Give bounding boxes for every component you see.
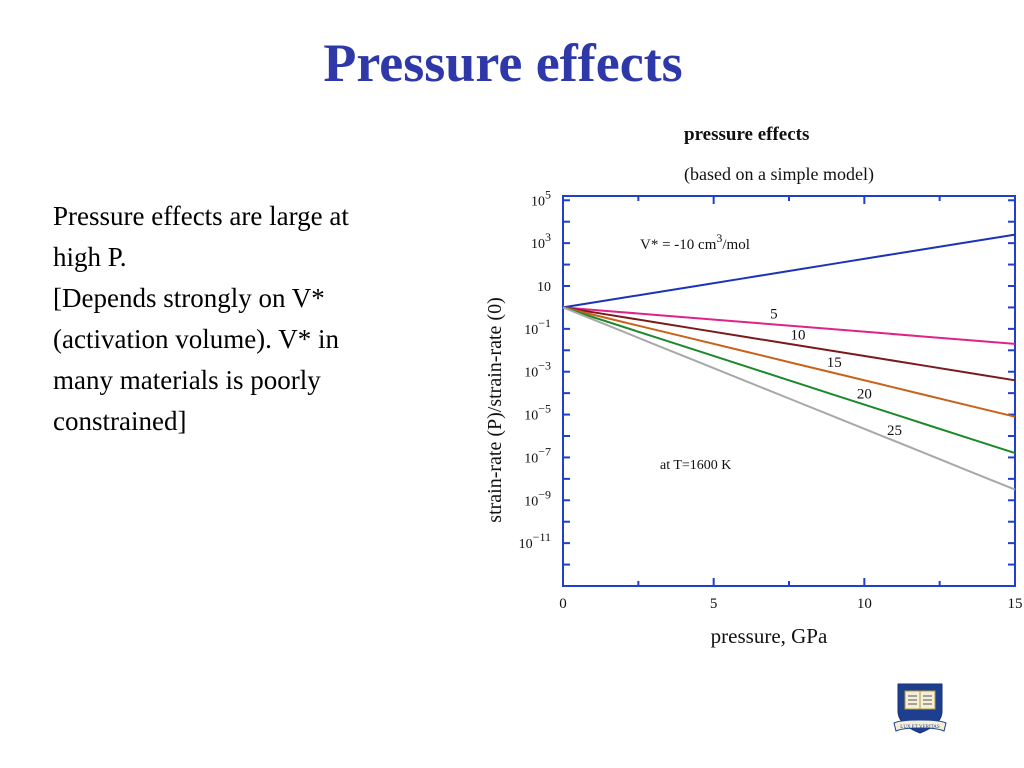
- y-axis-label: strain-rate (P)/strain-rate (0): [484, 297, 506, 522]
- x-tick-label: 15: [1008, 596, 1023, 612]
- plot-border: [562, 195, 1016, 587]
- series-label-v15: 15: [827, 355, 842, 371]
- series-labels: 5 10 15 20 25: [770, 306, 902, 439]
- university-crest-logo: LUX ET VERITAS: [893, 683, 947, 734]
- series-line-v15: [562, 306, 1016, 418]
- temperature-annotation: at T=1600 K: [660, 458, 731, 473]
- y-tick-label: 10−7: [524, 444, 551, 466]
- series-label-v25: 25: [887, 423, 902, 439]
- series-line-v20: [562, 306, 1016, 455]
- y-tick-label: 105: [531, 187, 551, 209]
- crest-motto: LUX ET VERITAS: [900, 725, 940, 730]
- x-axis-label: pressure, GPa: [711, 624, 828, 648]
- y-tick-label: 103: [531, 230, 551, 252]
- x-tick-label: 0: [559, 596, 567, 612]
- chart-subtitle: (based on a simple model): [684, 164, 874, 185]
- series-line-v-10: [562, 233, 1016, 309]
- x-tick-label: 5: [710, 596, 718, 612]
- series-line-v5: [562, 306, 1016, 345]
- y-tick-labels: 105 103 10 10−1 10−3 10−5 10−7 10−9 10−11: [519, 187, 551, 552]
- body-line: (activation volume). V* in: [53, 324, 339, 354]
- series-label-v20: 20: [857, 387, 872, 403]
- y-tick-label: 10−3: [524, 359, 551, 381]
- y-tick-label: 10: [537, 280, 551, 295]
- pressure-effects-chart: pressure effects (based on a simple mode…: [484, 124, 1023, 648]
- chart-title: pressure effects: [684, 124, 809, 145]
- series-line-v10: [562, 306, 1016, 382]
- body-line: many materials is poorly: [53, 365, 321, 395]
- y-tick-label: 10−1: [524, 316, 551, 338]
- slide-title: Pressure effects: [323, 33, 683, 93]
- y-tick-label: 10−5: [524, 402, 551, 424]
- series-label-v10: 10: [791, 327, 806, 343]
- x-tick-label: 10: [857, 596, 872, 612]
- body-line: Pressure effects are large at: [53, 201, 349, 231]
- y-tick-label: 10−11: [519, 530, 551, 552]
- series-lines: [562, 233, 1016, 491]
- slide-body-text: Pressure effects are large at high P. [D…: [53, 196, 453, 442]
- x-tick-labels: 0 5 10 15: [559, 596, 1022, 612]
- body-line: high P.: [53, 242, 127, 272]
- body-line: constrained]: [53, 406, 187, 436]
- body-line: [Depends strongly on V*: [53, 283, 325, 313]
- v-star-annotation: V* = -10 cm3/mol: [640, 231, 750, 253]
- series-line-v25: [562, 306, 1016, 491]
- plot-frame: [562, 195, 1016, 587]
- series-label-v5: 5: [770, 306, 778, 322]
- y-tick-label: 10−9: [524, 487, 551, 509]
